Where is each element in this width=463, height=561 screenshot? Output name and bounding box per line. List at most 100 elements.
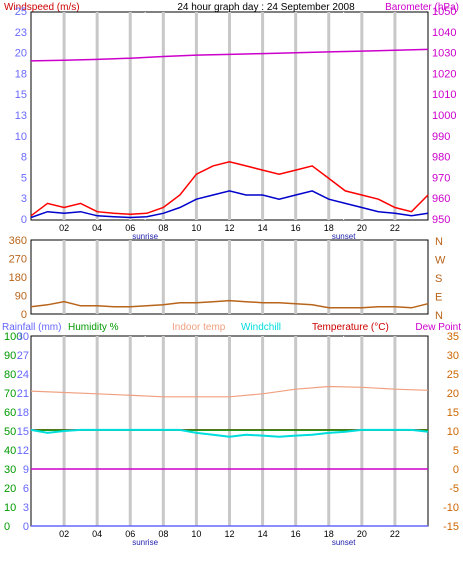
direction-y-tick-label: 360 [9, 235, 27, 247]
x-tick-label: 14 [258, 223, 268, 233]
sunset-label: sunset [332, 538, 356, 547]
wind-y-tick-label: 10 [15, 131, 27, 143]
x-tick-label: 18 [324, 223, 334, 233]
rainfall-y-tick-label: 30 [17, 331, 29, 343]
temperature-y-tick-label: 15 [447, 407, 459, 419]
x-tick-label: 04 [92, 529, 102, 539]
temperature-y-tick-label: 5 [453, 445, 459, 457]
wind-y-tick-label: 25 [15, 6, 27, 18]
x-tick-label: 20 [357, 223, 367, 233]
barometer-y-tick-label: 1050 [432, 6, 456, 18]
temperature-y-tick-label: 0 [453, 464, 459, 476]
direction-y-tick-label: 90 [15, 291, 27, 303]
rainfall-y-tick-label: 12 [17, 445, 29, 457]
legend-humidity: Humidity % [68, 322, 119, 333]
sunrise-label: sunrise [132, 232, 158, 241]
humidity-y-tick-label: 70 [4, 388, 16, 400]
legend-windchill: Windchill [241, 322, 281, 333]
direction-y-tick-label: 270 [9, 254, 27, 266]
temperature-y-tick-label: 35 [447, 331, 459, 343]
barometer-y-tick-label: 1030 [432, 48, 456, 60]
rainfall-y-tick-label: 6 [23, 483, 29, 495]
x-tick-label: 14 [258, 529, 268, 539]
x-tick-label: 10 [191, 223, 201, 233]
x-tick-label: 02 [59, 223, 69, 233]
humidity-y-tick-label: 10 [4, 502, 16, 514]
temperature-y-tick-label: -15 [443, 521, 459, 533]
compass-label: E [435, 292, 442, 304]
compass-label: N [435, 310, 443, 322]
legend-dewpoint: Dew Point [415, 322, 461, 333]
sunset-label: sunset [332, 232, 356, 241]
humidity-y-tick-label: 40 [4, 445, 16, 457]
rainfall-y-tick-label: 18 [17, 407, 29, 419]
barometer-y-tick-label: 1000 [432, 110, 456, 122]
x-tick-label: 04 [92, 223, 102, 233]
humidity-y-tick-label: 50 [4, 426, 16, 438]
direction-y-tick-label: 0 [21, 309, 27, 321]
barometer-line [30, 48, 429, 62]
x-tick-label: 12 [224, 223, 234, 233]
wind-direction-line [30, 299, 429, 309]
rainfall-y-tick-label: 15 [17, 426, 29, 438]
sunrise-label: sunrise [132, 538, 158, 547]
temperature-y-tick-label: 20 [447, 388, 459, 400]
barometer-axis-title: Barometer (hPa) [385, 2, 459, 13]
windchill-line [30, 428, 429, 438]
legend-rainfall: Rainfall (mm) [2, 322, 61, 333]
x-tick-label: 16 [291, 223, 301, 233]
humidity-y-tick-label: 90 [4, 350, 16, 362]
legend-indoor: Indoor temp [172, 322, 226, 333]
x-tick-label: 20 [357, 529, 367, 539]
barometer-y-tick-label: 970 [432, 172, 450, 184]
temperature-y-tick-label: -5 [449, 483, 459, 495]
compass-label: W [435, 255, 446, 267]
wind-y-tick-label: 20 [15, 48, 27, 60]
compass-label: N [435, 236, 443, 248]
humidity-y-tick-label: 60 [4, 407, 16, 419]
rainfall-y-tick-label: 27 [17, 350, 29, 362]
legend-temperature: Temperature (°C) [312, 322, 389, 333]
barometer-y-tick-label: 1020 [432, 68, 456, 80]
rainfall-y-tick-label: 3 [23, 502, 29, 514]
humidity-y-tick-label: 80 [4, 369, 16, 381]
rainfall-y-tick-label: 0 [23, 521, 29, 533]
temperature-y-tick-label: 25 [447, 369, 459, 381]
humidity-y-tick-label: 0 [4, 521, 10, 533]
rainfall-y-tick-label: 21 [17, 388, 29, 400]
barometer-y-tick-label: 960 [432, 193, 450, 205]
temperature-y-tick-label: 10 [447, 426, 459, 438]
barometer-y-tick-label: 1040 [432, 27, 456, 39]
x-tick-label: 22 [390, 529, 400, 539]
wind-y-tick-label: 8 [21, 152, 27, 164]
wind-gust-line [30, 161, 429, 217]
wind-y-tick-label: 5 [21, 172, 27, 184]
x-tick-label: 16 [291, 529, 301, 539]
wind-average-line [30, 190, 429, 219]
wind-y-tick-label: 23 [15, 27, 27, 39]
barometer-y-tick-label: 990 [432, 131, 450, 143]
barometer-y-tick-label: 980 [432, 152, 450, 164]
barometer-y-tick-label: 950 [432, 214, 450, 226]
x-tick-label: 08 [158, 529, 168, 539]
x-tick-label: 22 [390, 223, 400, 233]
barometer-y-tick-label: 1010 [432, 89, 456, 101]
humidity-y-tick-label: 20 [4, 483, 16, 495]
wind-y-tick-label: 13 [15, 110, 27, 122]
humidity-y-tick-label: 30 [4, 464, 16, 476]
x-tick-label: 12 [224, 529, 234, 539]
temperature-y-tick-label: -10 [443, 502, 459, 514]
wind-y-tick-label: 18 [15, 68, 27, 80]
x-tick-label: 02 [59, 529, 69, 539]
x-tick-label: 06 [125, 529, 135, 539]
rainfall-y-tick-label: 9 [23, 464, 29, 476]
temperature-y-tick-label: 30 [447, 350, 459, 362]
x-tick-label: 08 [158, 223, 168, 233]
wind-y-tick-label: 15 [15, 89, 27, 101]
wind-y-tick-label: 3 [21, 193, 27, 205]
wind-y-tick-label: 0 [21, 214, 27, 226]
chart-title: 24 hour graph day : 24 September 2008 [177, 2, 355, 13]
wind-axis-title: Windspeed (m/s) [4, 2, 80, 13]
rainfall-y-tick-label: 24 [17, 369, 29, 381]
